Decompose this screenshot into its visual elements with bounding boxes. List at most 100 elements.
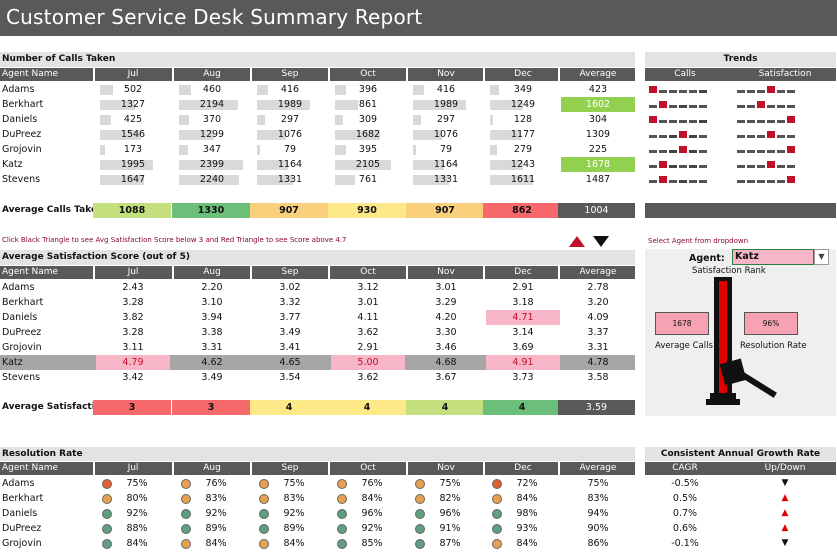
black-triangle-button[interactable] — [593, 236, 609, 247]
chevron-down-icon: ▼ — [818, 252, 825, 261]
satisfaction-average-row: Average Satisfaction 3 3 4 4 4 4 3.59 — [0, 400, 635, 415]
satisfaction-cell: 3.94 — [201, 312, 223, 323]
resolution-month-header: Sep — [281, 463, 299, 473]
resolution-cell: 83% — [205, 493, 227, 504]
satisfaction-sparkline-bar — [777, 90, 785, 93]
satisfaction-sparkline-bar — [757, 180, 765, 183]
calls-sparkline-bar — [699, 105, 707, 108]
resolution-cell: 75% — [283, 478, 305, 489]
resolution-average-cell: 94% — [587, 508, 609, 519]
satisfaction-header-row: Agent Name Jul Aug Sep Oct Nov Dec Average — [0, 266, 635, 279]
table-row: -0.5% ▼ — [645, 476, 836, 491]
calls-sparkline-bar — [669, 135, 677, 138]
avg-calls-box: 1678 — [655, 312, 709, 335]
status-dot-icon — [181, 509, 191, 519]
agent-name: Grojovin — [2, 538, 42, 549]
agent-name: Katz — [2, 159, 23, 170]
agent-name: Stevens — [2, 174, 41, 185]
calls-cell: 297 — [436, 114, 456, 125]
resolution-cell: 75% — [126, 478, 148, 489]
calls-data-bar — [335, 160, 391, 170]
agent-select[interactable]: Katz — [732, 249, 814, 265]
agent-name: DuPreez — [2, 129, 42, 140]
satisfaction-sparkline-bar — [767, 105, 775, 108]
calls-month-header: Aug — [203, 69, 221, 79]
satisfaction-average-cell: 3.20 — [587, 297, 609, 308]
satisfaction-agent-name-header: Agent Name — [2, 267, 59, 277]
trends-title-bar: Trends — [645, 52, 836, 67]
header-divider — [250, 68, 252, 81]
resolution-cell: 85% — [361, 538, 383, 549]
satisfaction-cell: 3.54 — [279, 372, 301, 383]
calls-title-bar: Number of Calls Taken — [0, 52, 635, 67]
calls-data-bar — [257, 100, 310, 110]
red-triangle-button[interactable] — [569, 236, 585, 247]
satisfaction-cell: 4.65 — [279, 357, 301, 368]
calls-sparkline-bar — [669, 120, 677, 123]
calls-cell: 460 — [202, 84, 222, 95]
satisfaction-cell: 3.82 — [122, 312, 144, 323]
agent-name: Daniels — [2, 312, 38, 323]
table-row: Katz 1995 2399 1164 2105 1164 1243 1678 — [0, 157, 635, 172]
calls-cell: 425 — [123, 114, 143, 125]
status-dot-icon — [415, 494, 425, 504]
satisfaction-cell: 3.41 — [279, 342, 301, 353]
agent-name: Adams — [2, 84, 35, 95]
resolution-agent-name-header: Agent Name — [2, 463, 59, 473]
calls-sparkline-bar — [669, 180, 677, 183]
status-dot-icon — [492, 494, 502, 504]
satisfaction-sparkline-bar — [737, 120, 745, 123]
satisfaction-cell: 3.38 — [201, 327, 223, 338]
header-divider — [558, 266, 560, 279]
calls-sparkline-bar — [649, 165, 657, 168]
satisfaction-cell: 3.01 — [435, 282, 457, 293]
table-row: DuPreez 1546 1299 1076 1682 1076 1177 1309 — [0, 127, 635, 142]
cagr-title: Consistent Annual Growth Rate — [660, 449, 821, 459]
status-dot-icon — [259, 539, 269, 549]
page-title: Customer Service Desk Summary Report — [6, 5, 423, 29]
calls-cell: 79 — [439, 144, 453, 155]
calls-sparkline-bar — [649, 86, 657, 93]
satisfaction-cell: 3.32 — [279, 297, 301, 308]
status-dot-icon — [181, 494, 191, 504]
status-dot-icon — [415, 524, 425, 534]
status-dot-icon — [181, 479, 191, 489]
satisfaction-sparkline-bar — [767, 131, 775, 138]
satisfaction-sparkline-bar — [787, 135, 795, 138]
calls-data-bar — [335, 85, 346, 95]
calls-cell: 1327 — [120, 99, 146, 110]
agent-name: Grojovin — [2, 144, 42, 155]
header-divider — [483, 266, 485, 279]
avg-calls-label: Average Calls — [655, 341, 713, 351]
calls-cell: 1546 — [120, 129, 146, 140]
calls-sparkline-bar — [689, 165, 697, 168]
satisfaction-sparkline-bar — [747, 135, 755, 138]
calls-sparkline-bar — [669, 105, 677, 108]
table-row: Berkhart 80% 83% 83% 84% 82% 84% 83% — [0, 491, 635, 506]
agent-dropdown-arrow[interactable]: ▼ — [814, 249, 829, 265]
satisfaction-average-cell: 3.31 — [587, 342, 609, 353]
calls-sparkline-bar — [669, 165, 677, 168]
satisfaction-average-cell: 4.09 — [587, 312, 609, 323]
calls-cell: 395 — [358, 144, 378, 155]
satisfaction-average-header: Average — [579, 267, 617, 277]
calls-sparkline-bar — [679, 131, 687, 138]
satisfaction-sparkline-bar — [757, 165, 765, 168]
calls-cell: 416 — [280, 84, 300, 95]
agent-name: Adams — [2, 478, 35, 489]
agent-select-value: Katz — [735, 251, 759, 262]
calls-sparkline-bar — [659, 150, 667, 153]
calls-data-bar — [257, 145, 260, 155]
calls-sparkline-bar — [659, 101, 667, 108]
satisfaction-cell: 2.20 — [201, 282, 223, 293]
satisfaction-average-cell: 3.37 — [587, 327, 609, 338]
satisfaction-sparkline-bar — [767, 161, 775, 168]
resolution-cell: 84% — [361, 493, 383, 504]
calls-sparkline-bar — [649, 116, 657, 123]
satisfaction-sparkline-bar — [777, 105, 785, 108]
calls-average-header: Average — [579, 69, 617, 79]
satisfaction-cell: 3.77 — [279, 312, 301, 323]
header-divider — [406, 68, 408, 81]
calls-data-bar — [490, 115, 493, 125]
satisfaction-sparkline-bar — [767, 180, 775, 183]
